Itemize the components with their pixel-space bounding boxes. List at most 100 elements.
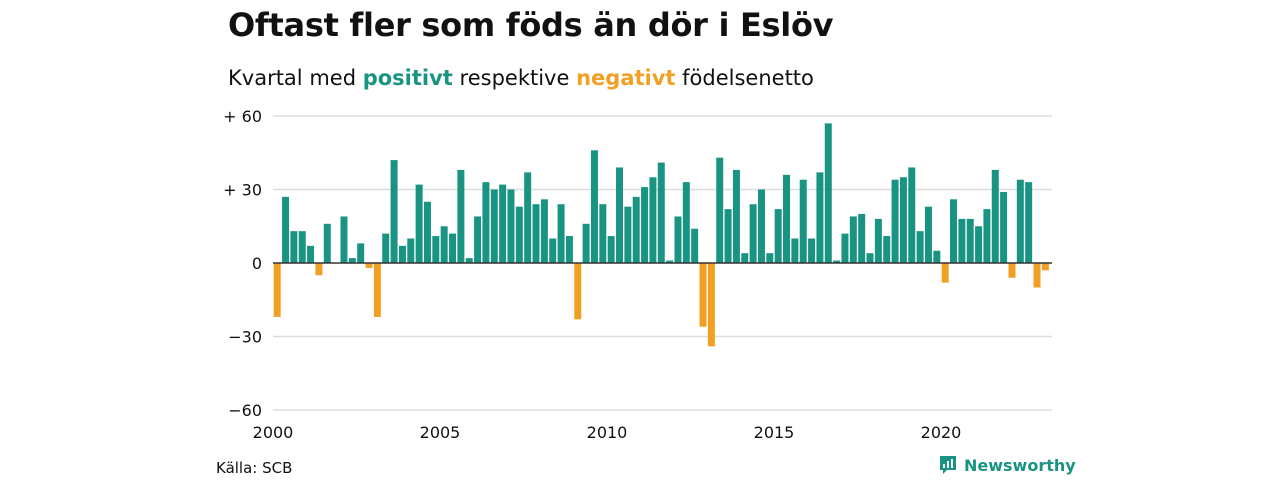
bar: [457, 169, 465, 263]
x-tick-label: 2015: [754, 423, 795, 442]
y-tick-label: 0: [252, 254, 262, 273]
bar: [799, 179, 807, 263]
bar: [474, 216, 482, 263]
bar: [682, 182, 690, 263]
bar: [774, 209, 782, 263]
bar: [357, 243, 365, 263]
bar: [674, 216, 682, 263]
bar: [432, 236, 440, 263]
bar: [950, 199, 958, 263]
bar: [449, 233, 457, 263]
bar: [515, 206, 523, 263]
x-tick-label: 2005: [420, 423, 461, 442]
bar: [624, 206, 632, 263]
bar: [824, 123, 832, 263]
bar: [540, 199, 548, 263]
bar: [323, 223, 331, 263]
bar: [1016, 179, 1024, 263]
bar: [966, 218, 974, 263]
bar: [866, 253, 874, 263]
bar: [724, 209, 732, 263]
bar: [290, 231, 298, 263]
bar: [507, 189, 515, 263]
subtitle-positive: positivt: [362, 66, 453, 90]
bar: [557, 204, 565, 263]
bar: [1025, 182, 1033, 263]
x-axis-labels: 2000 2005 2010 2015 2020: [253, 423, 962, 442]
bar: [699, 263, 707, 327]
bar: [298, 231, 306, 263]
bar: [415, 184, 423, 263]
subtitle-negative: negativt: [576, 66, 676, 90]
bar: [1033, 263, 1041, 288]
bar: [666, 260, 674, 263]
bar: [590, 150, 598, 263]
subtitle-suffix: födelsenetto: [682, 66, 814, 90]
bar: [482, 182, 490, 263]
bar: [883, 236, 891, 263]
bar: [707, 263, 715, 347]
bar: [841, 233, 849, 263]
bar: [599, 204, 607, 263]
bar: [1000, 191, 1008, 263]
bar: [632, 196, 640, 263]
bar: [657, 162, 665, 263]
bar: [958, 218, 966, 263]
bar: [849, 216, 857, 263]
bar: [307, 245, 315, 263]
bar: [1008, 263, 1016, 278]
bar: [808, 238, 816, 263]
bar: [565, 236, 573, 263]
bar: [716, 157, 724, 263]
bar: [791, 238, 799, 263]
x-tick-label: 2020: [921, 423, 962, 442]
bar: [315, 263, 323, 276]
bar: [282, 196, 290, 263]
bar: [891, 179, 899, 263]
newsworthy-logo-icon: [940, 456, 956, 474]
brand-name: Newsworthy: [964, 455, 1076, 475]
bar: [574, 263, 582, 320]
bar: [1041, 263, 1049, 271]
chart-title: Oftast fler som föds än dör i Eslöv: [228, 6, 834, 44]
bar: [273, 263, 281, 317]
bar: [741, 253, 749, 263]
subtitle-prefix: Kvartal med: [228, 66, 357, 90]
bar: [499, 184, 507, 263]
bar: [833, 260, 841, 263]
brand: Newsworthy: [938, 455, 1076, 475]
y-tick-label: + 30: [223, 181, 262, 200]
x-tick-label: 2000: [253, 423, 294, 442]
chart-subtitle: Kvartal med positivt respektive negativt…: [228, 66, 814, 90]
bar: [607, 236, 615, 263]
bar: [340, 216, 348, 263]
x-tick-label: 2010: [587, 423, 628, 442]
bar: [983, 209, 991, 263]
bar: [991, 169, 999, 263]
bar: [390, 160, 398, 263]
y-axis-labels: + 60 + 30 0 −30 −60: [223, 107, 262, 420]
bar: [858, 214, 866, 263]
bar: [816, 172, 824, 263]
bars: [273, 123, 1049, 347]
bar: [757, 189, 765, 263]
bar: [348, 258, 356, 263]
bar: [975, 226, 983, 263]
y-tick-label: + 60: [223, 107, 262, 126]
bar: [490, 189, 498, 263]
bar: [941, 263, 949, 283]
bar: [407, 238, 415, 263]
bar: [582, 223, 590, 263]
source-note: Källa: SCB: [216, 459, 293, 477]
bar: [382, 233, 390, 263]
y-tick-label: −30: [228, 328, 262, 347]
bar: [532, 204, 540, 263]
y-tick-label: −60: [228, 401, 262, 420]
bar: [373, 263, 381, 317]
bar: [749, 204, 757, 263]
bar: [691, 228, 699, 263]
bar: [398, 245, 406, 263]
bar: [641, 187, 649, 263]
bar: [649, 177, 657, 263]
